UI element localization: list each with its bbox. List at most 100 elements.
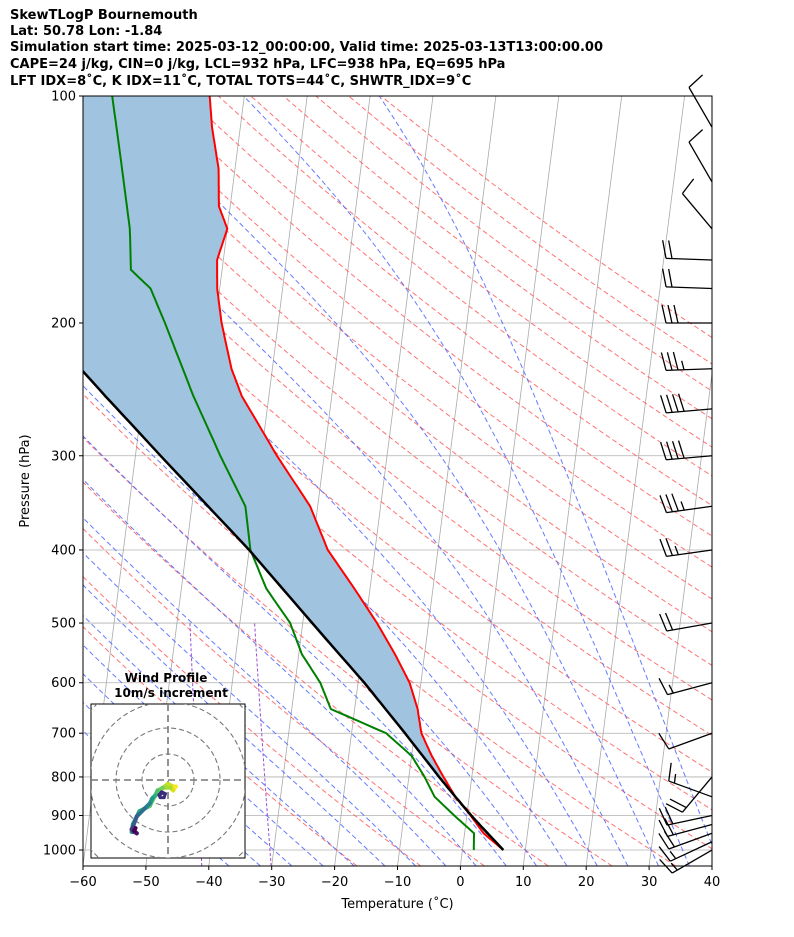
wind-barb-flag <box>660 441 667 460</box>
moist-adiabat-line <box>83 478 477 866</box>
wind-barb-half-flag <box>669 850 677 860</box>
wind-barb-half-flag <box>673 773 677 784</box>
wind-barb-flag <box>665 441 673 460</box>
wind-barb <box>681 193 713 230</box>
dry-adiabat-line <box>218 96 712 477</box>
wind-barb-flag <box>658 819 669 837</box>
hodograph-title: Wind Profile <box>125 671 208 685</box>
dry-adiabat-line <box>120 96 712 568</box>
dry-adiabat-line <box>315 96 712 392</box>
wind-barb-flag <box>662 268 667 287</box>
wind-barb-half-flag <box>681 360 685 370</box>
wind-barb <box>666 622 713 632</box>
wind-barb <box>667 823 713 838</box>
moist-adiabat-line <box>378 96 712 847</box>
wind-barb-flag <box>668 268 673 288</box>
moist-adiabat-line <box>83 385 538 866</box>
dry-adiabat-line <box>250 96 712 448</box>
wind-barb <box>666 368 713 372</box>
wind-barb-flag <box>664 818 674 836</box>
wind-barb-flag <box>688 74 704 88</box>
wind-barb-half-flag <box>668 684 674 694</box>
wind-barb-flag <box>659 538 668 557</box>
wind-barb-flag <box>659 858 673 874</box>
wind-barb-flag <box>665 494 673 513</box>
wind-barb-flag <box>669 798 687 809</box>
moist-adiabat-line <box>83 169 629 866</box>
moist-adiabat-line <box>113 96 659 866</box>
wind-barb <box>666 455 713 461</box>
moist-adiabat-line <box>83 614 355 866</box>
wind-barb-flag <box>668 240 673 259</box>
x-tick-label: 0 <box>456 875 464 890</box>
dry-adiabat-line <box>380 96 712 339</box>
dry-adiabat-line <box>152 96 712 537</box>
wind-barb <box>668 832 713 850</box>
x-tick-label: 30 <box>641 875 658 890</box>
hodograph-subtitle: 10m/s increment <box>114 686 228 700</box>
wind-barb-flag <box>665 538 673 556</box>
y-tick-label: 100 <box>51 90 76 105</box>
wind-barb-flag <box>665 803 683 813</box>
dry-adiabat-line <box>83 527 485 866</box>
wind-barb-half-flag <box>680 501 685 511</box>
chart-title: SkewTLogP Bournemouth <box>10 8 198 23</box>
dry-adiabat-line <box>283 96 712 420</box>
wind-barb-flag <box>671 394 679 413</box>
wind-barb <box>666 505 713 514</box>
moist-adiabat-line <box>243 96 690 866</box>
dry-adiabat-line <box>83 159 712 666</box>
y-tick-label: 500 <box>51 617 76 632</box>
mixing-ratio-line <box>254 622 272 866</box>
wind-barb-flag <box>658 846 671 862</box>
x-tick-label: −40 <box>195 875 222 890</box>
wind-barb <box>688 141 713 183</box>
isotherm-line <box>585 96 686 866</box>
isotherm-line <box>271 96 371 866</box>
dry-adiabat-line <box>348 96 712 365</box>
wind-barb-flag <box>658 808 668 826</box>
moist-adiabat-line <box>83 551 416 866</box>
wind-barb-flag <box>668 762 672 782</box>
wind-barb <box>688 87 713 128</box>
x-tick-label: 20 <box>578 875 595 890</box>
y-tick-label: 900 <box>51 809 76 824</box>
wind-barb <box>668 780 713 798</box>
x-tick-label: −20 <box>321 875 348 890</box>
y-tick-label: 200 <box>51 316 76 331</box>
wind-barb-flag <box>661 304 667 324</box>
x-tick-label: −30 <box>258 875 285 890</box>
wind-barb <box>666 814 713 826</box>
wind-barb-flag <box>659 613 668 632</box>
x-tick-label: −50 <box>132 875 159 890</box>
wind-barb-flag <box>659 495 668 513</box>
moist-adiabat-line <box>83 584 386 866</box>
wind-barb-flag <box>658 833 670 850</box>
wind-barb-flag <box>658 733 670 750</box>
indices-line-1: CAPE=24 j/kg, CIN=0 j/kg, LCL=932 hPa, L… <box>10 57 506 72</box>
dewpoint-line <box>111 96 475 850</box>
wind-barb <box>671 849 713 874</box>
indices-line-2: LFT IDX=8˚C, K IDX=11˚C, TOTAL TOTS=44˚C… <box>10 74 472 89</box>
wind-barb <box>667 682 713 696</box>
wind-barb-flag <box>688 129 704 143</box>
wind-barb-half-flag <box>674 545 679 555</box>
wind-barb-flag <box>673 304 679 324</box>
wind-barb-flag <box>677 393 685 412</box>
y-axis-label: Pressure (hPa) <box>18 434 33 527</box>
wind-barb-flag <box>664 612 674 631</box>
y-tick-label: 300 <box>51 449 76 464</box>
moist-adiabat-line <box>83 435 507 866</box>
x-tick-label: 10 <box>515 875 532 890</box>
wind-barb-flag <box>658 677 669 695</box>
isotherm-line <box>711 862 712 866</box>
wind-barb-flag <box>681 178 695 194</box>
x-tick-label: −10 <box>384 875 411 890</box>
isotherm-line <box>775 96 794 866</box>
dry-adiabat-line <box>83 195 712 701</box>
hodograph-segment <box>132 826 138 833</box>
wind-barb <box>666 257 713 261</box>
isotherm-line <box>522 96 623 866</box>
y-tick-label: 400 <box>51 543 76 558</box>
